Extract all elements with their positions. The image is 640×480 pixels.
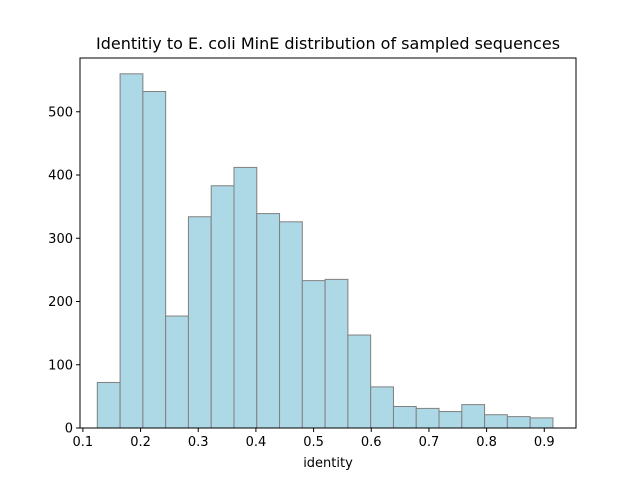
y-tick-label: 0 (65, 422, 73, 437)
y-tick-label: 300 (48, 232, 73, 247)
x-tick-label: 0.4 (246, 435, 267, 450)
histogram-bar (461, 404, 486, 429)
x-tick-label: 0.8 (476, 435, 497, 450)
histogram-bar (233, 166, 258, 429)
histogram-bar (529, 417, 554, 429)
histogram-bar (187, 216, 212, 429)
histogram-bar (256, 213, 281, 429)
y-tick-label: 200 (48, 295, 73, 310)
plot-frame (79, 57, 577, 429)
x-axis-label: identity (303, 456, 353, 471)
histogram-bar (279, 221, 303, 429)
y-axis: 0 100 200 300 400 500 (48, 105, 80, 437)
bars-group (96, 73, 554, 429)
x-tick-label: 0.7 (419, 435, 440, 450)
histogram-bar (119, 73, 144, 429)
histogram-bar (165, 315, 189, 429)
histogram-bar (347, 334, 372, 429)
chart-title: Identitiy to E. coli MinE distribution o… (96, 34, 560, 53)
y-tick-label: 100 (48, 358, 73, 373)
x-tick-label: 0.6 (361, 435, 382, 450)
histogram-bar (438, 411, 463, 429)
histogram-bar (96, 381, 121, 429)
histogram-bar (484, 414, 508, 429)
histogram-bar (324, 278, 349, 429)
x-tick-label: 0.2 (130, 435, 151, 450)
x-tick-label: 0.5 (303, 435, 324, 450)
y-tick-label: 500 (48, 105, 73, 120)
histogram-bar (415, 407, 440, 429)
histogram-bar (301, 280, 326, 429)
histogram-bar (210, 185, 235, 429)
y-tick-label: 400 (48, 169, 73, 184)
histogram-bar (370, 386, 394, 429)
x-tick-label: 0.3 (188, 435, 209, 450)
histogram-bar (506, 416, 531, 429)
x-tick-label: 0.9 (534, 435, 555, 450)
x-axis: 0.1 0.2 0.3 0.4 0.5 0.6 0.7 0.8 0.9 (73, 428, 555, 450)
histogram-bar (392, 405, 417, 429)
histogram-bar (142, 91, 167, 429)
x-tick-label: 0.1 (73, 435, 94, 450)
